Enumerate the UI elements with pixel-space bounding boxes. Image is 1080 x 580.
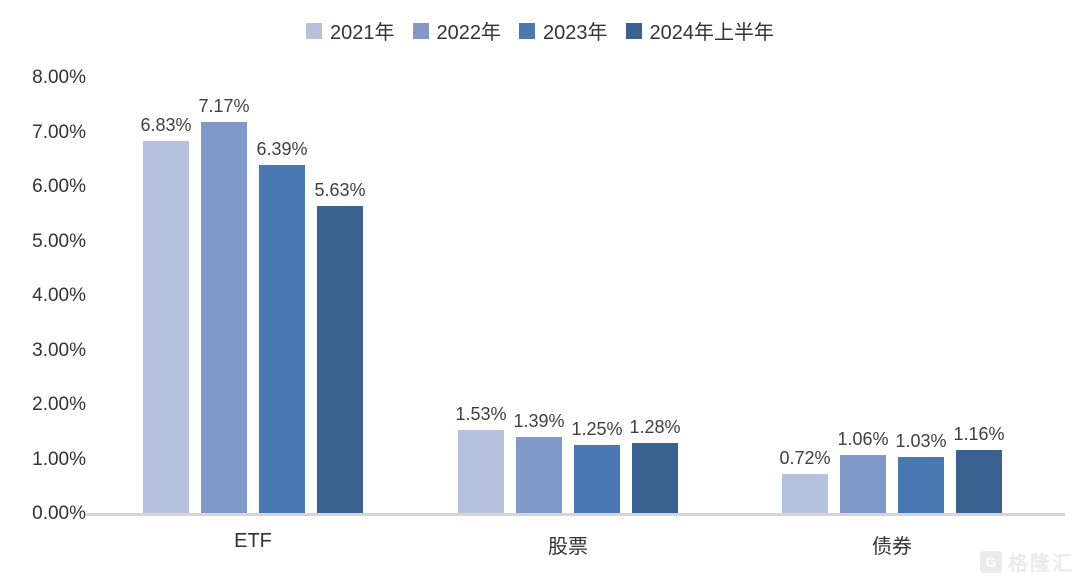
y-tick-label: 6.00% bbox=[32, 176, 86, 197]
legend-item: 2023年 bbox=[519, 16, 608, 45]
bar-value-label: 7.17% bbox=[198, 96, 250, 116]
legend-item: 2022年 bbox=[412, 16, 502, 45]
bar-column: 7.17% bbox=[198, 96, 250, 513]
bar-column: 1.39% bbox=[513, 411, 565, 513]
legend-label: 2023年 bbox=[543, 22, 608, 44]
bar-column: 5.63% bbox=[314, 180, 366, 513]
bar bbox=[782, 474, 828, 513]
bar-column: 6.83% bbox=[140, 115, 192, 513]
bar-value-label: 5.63% bbox=[314, 180, 366, 200]
y-tick-label: 2.00% bbox=[32, 394, 86, 415]
bar-column: 1.03% bbox=[895, 431, 947, 513]
x-category-label: 股票 bbox=[548, 536, 588, 558]
x-category-label: ETF bbox=[234, 530, 272, 552]
x-axis-labels: ETF 股票 债券 bbox=[90, 530, 1065, 560]
bar bbox=[516, 437, 562, 513]
legend-item: 2021年 bbox=[306, 16, 395, 45]
legend-swatch-icon bbox=[306, 22, 322, 39]
gelonghui-watermark-text: 格隆汇 bbox=[1008, 553, 1074, 575]
bar-value-label: 1.53% bbox=[455, 404, 507, 424]
bar-column: 1.28% bbox=[629, 417, 681, 513]
bar-column: 1.53% bbox=[455, 404, 507, 513]
plot-area: 6.83% 7.17% 6.39% 5.63% 1.53% 1.39% 1.25% 1.28%… bbox=[86, 78, 1065, 516]
bar bbox=[898, 457, 944, 513]
gelonghui-logo-icon: G bbox=[980, 550, 1002, 573]
bar-group: 0.72% 1.06% 1.03% 1.16% bbox=[779, 424, 1005, 513]
y-axis: 0.00% 1.00% 2.00% 3.00% 4.00% 5.00% 6.00% 7.00%… bbox=[0, 67, 86, 524]
chart-legend: 2021年 2022年 2023年 2024年上半年 bbox=[0, 16, 1080, 45]
bar-value-label: 1.28% bbox=[629, 417, 681, 437]
bar bbox=[632, 443, 678, 513]
y-tick-label: 5.00% bbox=[32, 230, 86, 252]
y-tick-label: 7.00% bbox=[32, 121, 86, 143]
bar-column: 1.16% bbox=[953, 424, 1005, 513]
legend-swatch-icon bbox=[519, 22, 535, 39]
bar bbox=[458, 430, 504, 513]
y-tick-label: 3.00% bbox=[32, 339, 86, 361]
bar bbox=[259, 165, 305, 513]
y-tick-label: 4.00% bbox=[32, 285, 86, 306]
bar-group: 6.83% 7.17% 6.39% 5.63% bbox=[140, 96, 366, 513]
legend-label: 2022年 bbox=[436, 22, 502, 44]
bar bbox=[840, 455, 886, 513]
bar bbox=[956, 450, 1002, 513]
bar-value-label: 6.83% bbox=[140, 115, 192, 135]
bar bbox=[143, 141, 189, 513]
y-tick-label: 0.00% bbox=[32, 503, 86, 524]
legend-swatch-icon bbox=[412, 22, 429, 39]
bar-column: 0.72% bbox=[779, 448, 831, 513]
bar-column: 1.06% bbox=[837, 429, 889, 513]
bar-value-label: 0.72% bbox=[779, 448, 831, 468]
bar-column: 6.39% bbox=[256, 139, 308, 513]
legend-swatch-icon bbox=[625, 22, 642, 39]
gelonghui-watermark: G 格隆汇 bbox=[980, 547, 1074, 576]
bar-column: 1.25% bbox=[571, 419, 623, 513]
y-tick-label: 8.00% bbox=[32, 67, 86, 88]
legend-label: 2024年上半年 bbox=[649, 22, 775, 44]
bar bbox=[574, 445, 620, 513]
bar-value-label: 1.16% bbox=[953, 424, 1005, 444]
bar-value-label: 1.39% bbox=[513, 411, 565, 431]
y-tick-label: 1.00% bbox=[32, 448, 86, 470]
x-axis-line bbox=[86, 513, 1065, 516]
bar-value-label: 1.03% bbox=[895, 431, 947, 451]
x-category-label: 债券 bbox=[872, 536, 912, 558]
bar bbox=[317, 206, 363, 513]
bar-group: 1.53% 1.39% 1.25% 1.28% bbox=[455, 404, 681, 513]
legend-label: 2021年 bbox=[330, 22, 395, 44]
bar bbox=[201, 122, 247, 513]
bar-value-label: 6.39% bbox=[256, 139, 308, 159]
bar-value-label: 1.25% bbox=[571, 419, 623, 439]
legend-item: 2024年上半年 bbox=[625, 16, 775, 45]
bar-value-label: 1.06% bbox=[837, 429, 889, 449]
